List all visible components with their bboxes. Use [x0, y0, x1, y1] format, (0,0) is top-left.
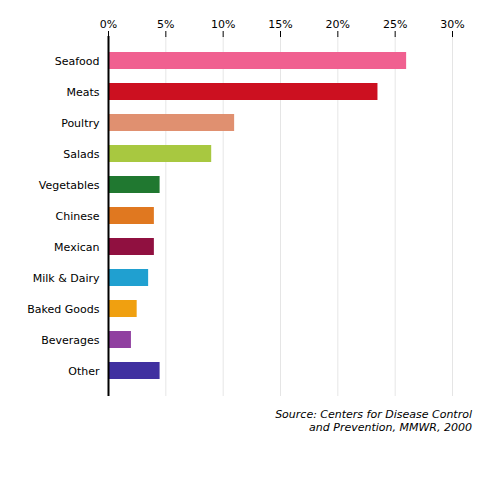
- svg-text:Vegetables: Vegetables: [39, 179, 100, 192]
- svg-text:Salads: Salads: [63, 148, 100, 161]
- svg-text:Other: Other: [68, 365, 100, 378]
- svg-text:20%: 20%: [326, 18, 350, 31]
- svg-text:Chinese: Chinese: [56, 210, 100, 223]
- svg-text:0%: 0%: [100, 18, 117, 31]
- svg-text:25%: 25%: [383, 18, 407, 31]
- svg-text:15%: 15%: [268, 18, 292, 31]
- svg-text:Milk & Dairy: Milk & Dairy: [33, 272, 100, 285]
- svg-text:Mexican: Mexican: [54, 241, 99, 254]
- svg-text:Seafood: Seafood: [55, 55, 100, 68]
- svg-text:Meats: Meats: [66, 86, 99, 99]
- svg-text:5%: 5%: [157, 18, 174, 31]
- svg-text:Poultry: Poultry: [61, 117, 100, 130]
- svg-text:10%: 10%: [211, 18, 235, 31]
- svg-text:Beverages: Beverages: [41, 334, 100, 347]
- svg-text:30%: 30%: [440, 18, 464, 31]
- html-text:Source: Centers for Disease Co: Source: Centers for Disease Control and …: [275, 408, 472, 434]
- svg-text:Baked Goods: Baked Goods: [27, 303, 99, 316]
